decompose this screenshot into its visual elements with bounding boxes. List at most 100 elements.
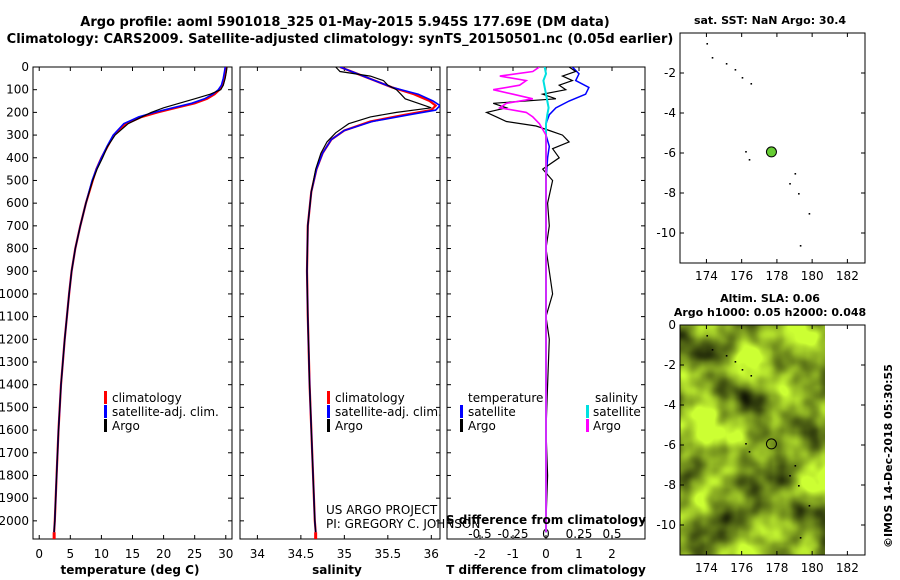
island-dot <box>706 43 709 45</box>
legend-argo-swatch <box>104 419 107 432</box>
y-tick-label: 900 <box>6 264 29 278</box>
x-tick-label: 34 <box>250 547 265 561</box>
legend-climatology-swatch <box>104 391 107 404</box>
island-dot <box>808 505 811 507</box>
x-tick-label-top: 0.25 <box>566 527 593 541</box>
legend-s-argo-swatch <box>586 419 589 432</box>
x-tick-label: 35.5 <box>374 547 401 561</box>
x-tick-label-top: 0.5 <box>602 527 621 541</box>
series-group <box>484 67 590 533</box>
imos-credit: ©IMOS 14-Dec-2018 05:30:55 <box>882 364 895 548</box>
island-dot <box>808 213 811 215</box>
island-dot <box>745 443 747 445</box>
y-tick-label: 1200 <box>0 332 29 346</box>
legend-argo-swatch <box>327 419 330 432</box>
x-tick-label: 15 <box>125 547 140 561</box>
island-dot <box>798 193 800 195</box>
y-tick-label: -8 <box>664 186 676 200</box>
bottom-marker <box>314 532 318 539</box>
x-tick-label: 2 <box>608 547 616 561</box>
y-tick-label: -6 <box>664 146 676 160</box>
figure-title-line1: Argo profile: aoml 5901018_325 01-May-20… <box>80 15 609 30</box>
island-dot <box>748 159 751 161</box>
island-dot <box>706 335 709 337</box>
salinity-legend: climatology satellite-adj. clim. Argo <box>327 391 442 433</box>
y-tick-label: -6 <box>664 438 676 452</box>
legend-climatology-swatch <box>327 391 330 404</box>
island-dot <box>799 245 802 247</box>
x-tick-label: 180 <box>801 561 824 575</box>
x-tick-label: 34.5 <box>288 547 315 561</box>
legend-argo-label: Argo <box>112 419 140 433</box>
salinity-xlabel: salinity <box>312 563 362 577</box>
x-tick-label: 20 <box>156 547 171 561</box>
y-tick-label: -2 <box>664 358 676 372</box>
sla-map-title-line2: Argo h1000: 0.05 h2000: 0.048 <box>674 306 866 319</box>
legend-temperature-heading: temperature <box>468 391 543 405</box>
temperature-legend: climatology satellite-adj. clim. Argo <box>104 391 219 433</box>
island-dot <box>789 183 791 185</box>
island-dot <box>725 355 728 357</box>
x-tick-label: 5 <box>66 547 74 561</box>
island-dot <box>734 69 737 71</box>
y-tick-label: 1500 <box>0 400 29 414</box>
island-dot <box>750 83 753 85</box>
island-dot <box>789 475 791 477</box>
x-tick-label: 182 <box>836 269 859 283</box>
island-dot <box>725 63 728 65</box>
x-tick-label: 176 <box>730 561 753 575</box>
series-group <box>305 67 440 533</box>
legend-satellite-swatch <box>327 405 330 418</box>
x-tick-label: 178 <box>765 269 788 283</box>
legend-satellite-label: satellite-adj. clim. <box>112 405 219 419</box>
x-tick-label: 182 <box>836 561 859 575</box>
temperature-panel-frame <box>32 66 233 540</box>
x-tick-label: 176 <box>730 269 753 283</box>
y-tick-label: 0 <box>21 60 29 74</box>
sst-map-title: sat. SST: NaN Argo: 30.4 <box>694 14 846 27</box>
legend-t-satellite-label: satellite <box>468 405 516 419</box>
temperature-plot: 0100200300400500600700800900100011001200… <box>0 60 233 561</box>
island-dot <box>745 151 747 153</box>
y-tick-label: 500 <box>6 173 29 187</box>
island-dot <box>748 451 751 453</box>
island-dot <box>741 369 744 371</box>
y-tick-label: 1300 <box>0 355 29 369</box>
difference-xlabel: T difference from climatology <box>446 563 646 577</box>
legend-satellite-label: satellite-adj. clim. <box>335 405 442 419</box>
salinity-panel-frame <box>239 66 441 540</box>
x-tick-label: 10 <box>94 547 109 561</box>
legend-t-satellite-swatch <box>460 405 463 418</box>
y-tick-label: 1800 <box>0 468 29 482</box>
x-tick-label-top: -0.25 <box>497 527 528 541</box>
difference-plot: -2 -1 0 1 2 -0.5 -0.25 0 0.25 0.5 <box>447 66 645 561</box>
x-tick-label: 30 <box>218 547 233 561</box>
y-tick-label: 200 <box>6 105 29 119</box>
island-dot <box>734 361 737 363</box>
x-tick-label: 178 <box>765 561 788 575</box>
island-dot <box>798 485 800 487</box>
x-tick-label: 174 <box>695 561 718 575</box>
x-tick-label: -1 <box>507 547 519 561</box>
x-tick-label: 0 <box>35 547 43 561</box>
series-line-t-argo <box>484 67 578 533</box>
x-tick-label: 174 <box>695 269 718 283</box>
difference-legend: temperature satellite Argo salinity sate… <box>460 391 641 433</box>
y-tick-label: 400 <box>6 151 29 165</box>
legend-t-argo-label: Argo <box>468 419 496 433</box>
island-dot <box>711 57 714 59</box>
island-dot <box>750 375 753 377</box>
series-line-argo <box>53 67 228 533</box>
x-tick-label: 35 <box>337 547 352 561</box>
series-group <box>53 67 228 533</box>
y-tick-label: 1600 <box>0 423 29 437</box>
legend-salinity-heading: salinity <box>595 391 638 405</box>
x-tick-label: 0 <box>542 547 550 561</box>
x-tick-label-top: 0 <box>542 527 550 541</box>
series-line-argo <box>306 67 432 533</box>
island-dot <box>741 77 744 79</box>
y-tick-label: 600 <box>6 196 29 210</box>
y-tick-label: 0 <box>668 318 676 332</box>
sla-heatmap-field <box>680 325 825 555</box>
